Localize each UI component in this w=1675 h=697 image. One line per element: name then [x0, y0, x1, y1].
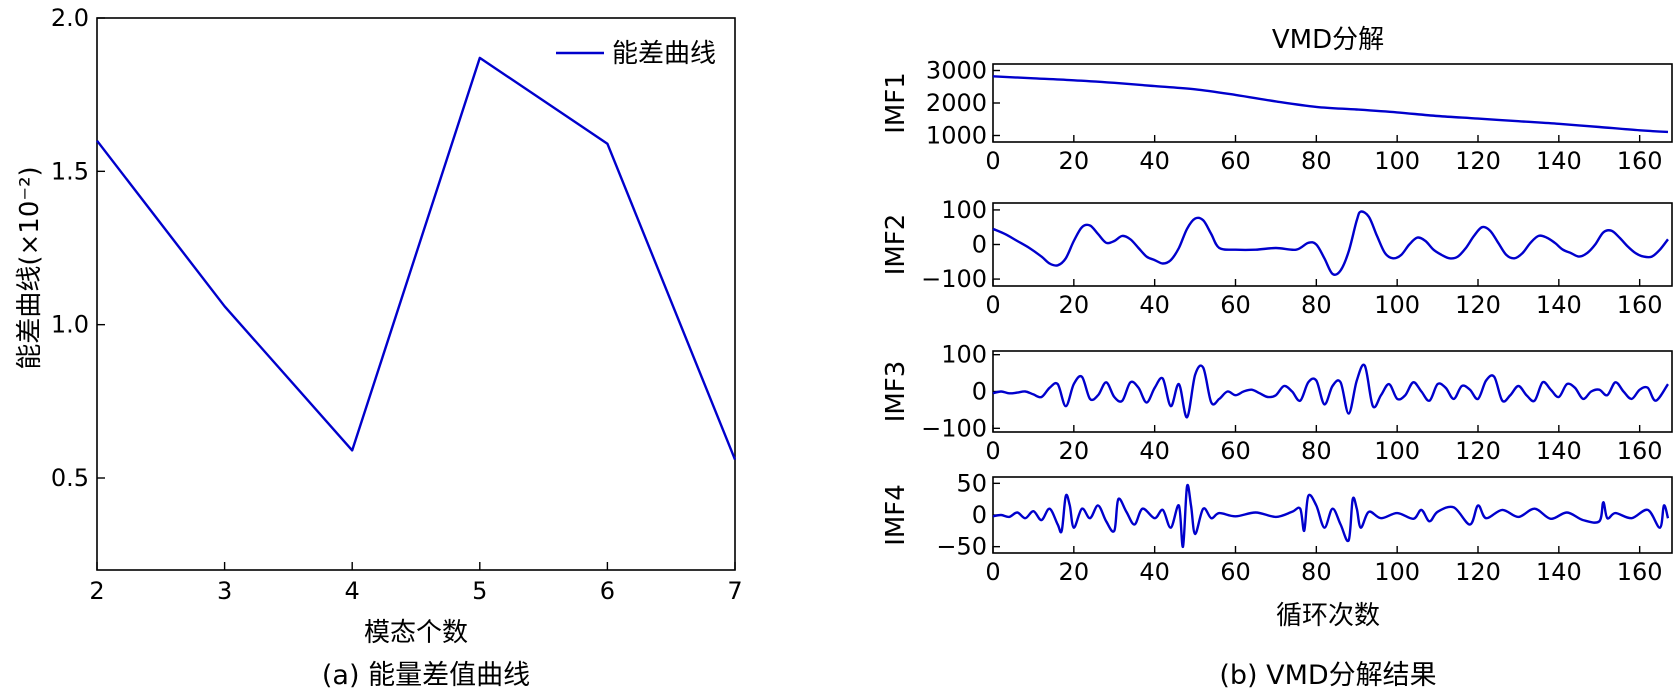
chart-a-y-axis-label: 能差曲线(×10⁻²)	[15, 166, 45, 369]
imf-y-tick-label: 100	[941, 196, 987, 224]
imf-x-tick-label: 80	[1301, 437, 1332, 465]
imf-x-tick-label: 0	[985, 291, 1000, 319]
imf-y-tick-label: 0	[972, 501, 987, 529]
imf-y-tick-label: −100	[921, 265, 987, 293]
imf-y-tick-label: 1000	[926, 122, 987, 150]
imf-panel-frame	[992, 476, 1673, 554]
imf-x-tick-label: 40	[1139, 558, 1170, 586]
imf-x-tick-label: 140	[1536, 558, 1582, 586]
imf-panel-frame	[992, 350, 1673, 433]
imf-y-tick-label: 100	[941, 341, 987, 369]
chart-a-legend-label: 能差曲线	[612, 39, 716, 69]
chart-b-x-axis-label: 循环次数	[1276, 601, 1380, 631]
imf-x-tick-label: 100	[1374, 558, 1420, 586]
imf-x-tick-label: 80	[1301, 291, 1332, 319]
chart-a-y-tick-label: 2.0	[51, 4, 89, 32]
imf-x-tick-label: 100	[1374, 437, 1420, 465]
chart-a-x-tick-label: 3	[217, 577, 232, 605]
chart-a-x-tick-label: 2	[89, 577, 104, 605]
imf-x-tick-label: 60	[1220, 437, 1251, 465]
imf-x-tick-label: 0	[985, 147, 1000, 175]
imf-y-tick-label: 0	[972, 378, 987, 406]
imf-x-tick-label: 40	[1139, 437, 1170, 465]
chart-a-y-tick-label: 0.5	[51, 464, 89, 492]
chart-b-title: VMD分解	[1272, 25, 1384, 55]
imf-x-tick-label: 160	[1617, 147, 1663, 175]
imf-y-tick-label: 2000	[926, 89, 987, 117]
imf-y-tick-label: 3000	[926, 57, 987, 85]
chart-b-caption: (b) VMD分解结果	[1219, 660, 1436, 691]
imf-y-tick-label: 0	[972, 231, 987, 259]
imf-series-line	[992, 363, 1669, 419]
imf-x-tick-label: 140	[1536, 147, 1582, 175]
imf-x-tick-label: 20	[1059, 147, 1090, 175]
chart-a-y-tick-label: 1.5	[51, 157, 89, 185]
chart-a-x-tick-label: 7	[727, 577, 742, 605]
imf-x-tick-label: 160	[1617, 291, 1663, 319]
imf-x-tick-label: 20	[1059, 291, 1090, 319]
chart-a-x-tick-label: 4	[345, 577, 360, 605]
imf-x-tick-label: 120	[1455, 291, 1501, 319]
chart-a-x-tick-label: 5	[472, 577, 487, 605]
imf-x-tick-label: 0	[985, 437, 1000, 465]
imf-y-tick-label: −100	[921, 414, 987, 442]
imf-y-tick-label: 50	[956, 469, 987, 497]
vmd-decomposition-chart: VMD分解 0 20 40 60 80 100 120 140 160100020003000I…	[881, 25, 1673, 691]
imf-series-line	[992, 483, 1670, 548]
chart-a-y-tick-label: 1.0	[51, 311, 89, 339]
imf-y-axis-label: IMF1	[881, 72, 911, 134]
imf-x-tick-label: 80	[1301, 147, 1332, 175]
imf-x-tick-label: 140	[1536, 437, 1582, 465]
imf-x-tick-label: 20	[1059, 437, 1090, 465]
chart-a-series-line	[96, 56, 737, 461]
imf-panel-1: 0 20 40 60 80 100 120 140 160 1000 2000 3000 IMF1	[881, 57, 1673, 175]
imf-y-axis-label: IMF3	[881, 361, 911, 423]
imf-y-axis-label: IMF4	[881, 484, 911, 546]
imf-x-tick-label: 60	[1220, 147, 1251, 175]
imf-x-tick-label: 120	[1455, 558, 1501, 586]
chart-a-caption: (a) 能量差值曲线	[322, 660, 530, 691]
chart-a-ticks: 2 3 4 5 6 7 0.5 1.0 1.5 2.0	[51, 4, 743, 605]
imf-series-line	[992, 210, 1669, 276]
imf-x-tick-label: 100	[1374, 147, 1420, 175]
imf-x-tick-label: 40	[1139, 291, 1170, 319]
chart-a-x-tick-label: 6	[600, 577, 615, 605]
imf-x-tick-label: 80	[1301, 558, 1332, 586]
imf-x-tick-label: 0	[985, 558, 1000, 586]
imf-x-tick-label: 120	[1455, 437, 1501, 465]
imf-x-tick-label: 20	[1059, 558, 1090, 586]
imf-x-tick-label: 160	[1617, 558, 1663, 586]
imf-panel-frame	[992, 63, 1673, 143]
imf-y-tick-label: −50	[936, 533, 987, 561]
imf-y-axis-label: IMF2	[881, 214, 911, 276]
chart-a-plot-frame	[96, 17, 736, 571]
imf-x-tick-label: 40	[1139, 147, 1170, 175]
chart-a-x-axis-label: 模态个数	[364, 618, 468, 648]
imf-series-line	[992, 75, 1669, 134]
imf-x-tick-label: 140	[1536, 291, 1582, 319]
energy-difference-chart: 2 3 4 5 6 7 0.5 1.0 1.5 2.0 能差曲线 模态个数 能差曲线(×10⁻²)…	[15, 4, 743, 691]
imf-x-tick-label: 60	[1220, 558, 1251, 586]
imf-x-tick-label: 100	[1374, 291, 1420, 319]
imf-x-tick-label: 160	[1617, 437, 1663, 465]
imf-x-tick-label: 60	[1220, 291, 1251, 319]
imf-x-tick-label: 120	[1455, 147, 1501, 175]
